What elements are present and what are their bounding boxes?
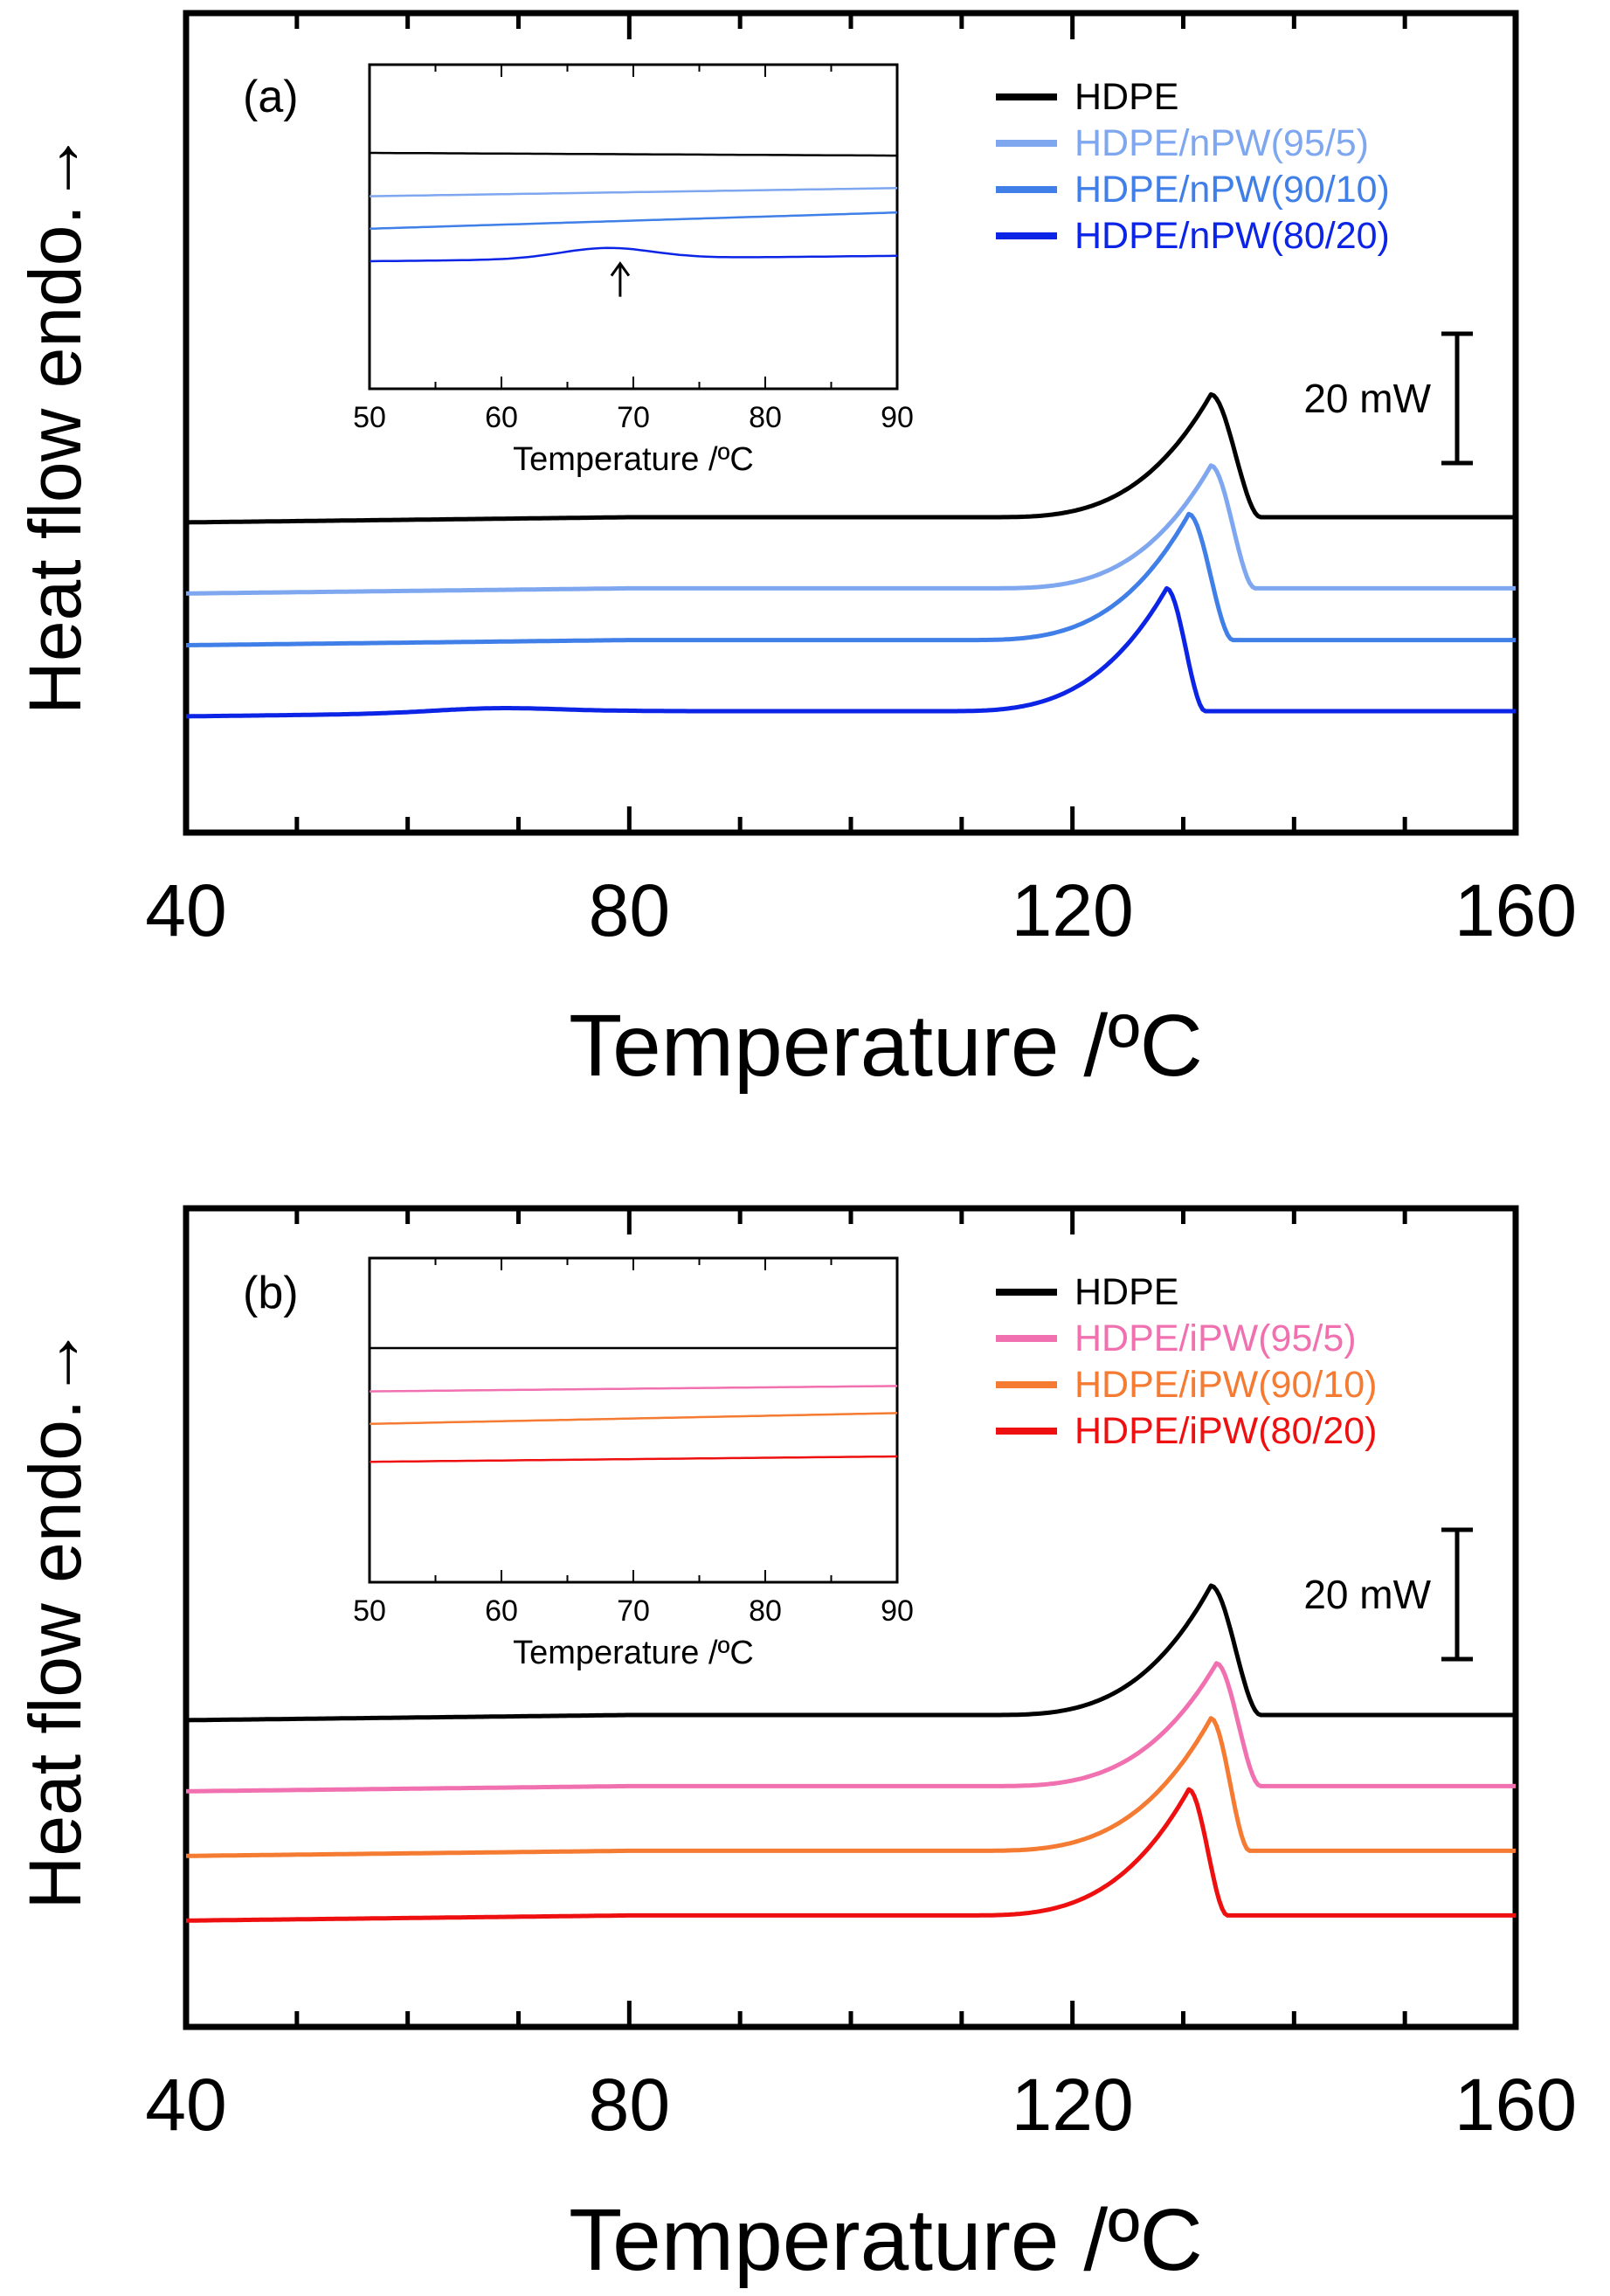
scale-bar-label: 20 mW — [1303, 1572, 1431, 1617]
inset-series-line-2 — [369, 187, 898, 197]
series-line-3 — [186, 511, 1516, 647]
inset-tick-label: 90 — [881, 401, 914, 434]
inset-tick-label: 50 — [353, 401, 386, 434]
series-line-3 — [186, 1716, 1516, 1858]
x-tick-label: 160 — [1455, 869, 1577, 951]
x-axis-title: Temperature /ºC — [569, 997, 1203, 1095]
inset-tick-label: 70 — [617, 1594, 650, 1628]
inset-tick-label: 90 — [881, 1594, 914, 1628]
series-line-4 — [186, 585, 1516, 719]
x-tick-label: 120 — [1012, 2064, 1134, 2146]
x-tick-label: 160 — [1455, 2064, 1577, 2146]
inset-series-line-3 — [369, 211, 898, 231]
legend-label: HDPE/nPW(90/10) — [1074, 169, 1390, 211]
inset-tick-label: 60 — [485, 1594, 518, 1628]
panel-a: 40 80 120 160 Temperature /ºC Heat flow endo.… — [14, 10, 1577, 1095]
inset-tick-label: 80 — [749, 401, 782, 434]
x-tick-label: 40 — [145, 869, 226, 951]
panel-label: (a) — [243, 72, 299, 122]
series-line-2 — [186, 1661, 1516, 1794]
series-line-2 — [186, 463, 1516, 596]
inset-series-line-1 — [370, 151, 897, 157]
panel-b: 40 80 120 160 Temperature /ºC Heat flow endo.… — [14, 1205, 1577, 2289]
panel-label: (b) — [243, 1268, 299, 1318]
inset-series-line-2 — [369, 1385, 898, 1393]
inset-tick-label: 70 — [617, 401, 650, 434]
legend-label: HDPE — [1074, 76, 1178, 118]
y-axis-title: Heat flow endo.→ — [14, 131, 96, 715]
legend-label: HDPE/iPW(90/10) — [1074, 1364, 1377, 1406]
inset-tick-label: 80 — [749, 1594, 782, 1628]
x-tick-label: 80 — [589, 2064, 670, 2146]
inset-frame — [368, 63, 899, 391]
legend-label: HDPE/iPW(80/20) — [1074, 1410, 1377, 1452]
inset-tick-label: 50 — [353, 1594, 386, 1628]
x-tick-label: 80 — [589, 869, 670, 951]
scale-bar-label: 20 mW — [1303, 376, 1431, 421]
series-line-1 — [186, 1583, 1516, 1723]
inset-frame — [368, 1256, 899, 1584]
x-tick-label: 40 — [145, 2064, 226, 2146]
inset-series-line-3 — [369, 1412, 898, 1426]
inset-x-axis-title: Temperature /ºC — [513, 1635, 754, 1671]
inset-series-line-4 — [369, 1455, 898, 1463]
series-line-4 — [186, 1787, 1516, 1923]
inset-x-axis-title: Temperature /ºC — [513, 441, 754, 478]
inset-arrow-head — [610, 261, 631, 277]
legend-label: HDPE/nPW(95/5) — [1074, 122, 1369, 164]
legend-label: HDPE — [1074, 1271, 1178, 1313]
inset-series-line-4 — [369, 246, 898, 263]
inset-tick-label: 60 — [485, 401, 518, 434]
legend-label: HDPE/nPW(80/20) — [1074, 215, 1390, 257]
x-tick-label: 120 — [1012, 869, 1134, 951]
y-axis-title: Heat flow endo.→ — [14, 1326, 96, 1910]
legend-label: HDPE/iPW(95/5) — [1074, 1317, 1357, 1359]
x-axis-title: Temperature /ºC — [569, 2191, 1203, 2289]
series-line-1 — [186, 391, 1516, 525]
